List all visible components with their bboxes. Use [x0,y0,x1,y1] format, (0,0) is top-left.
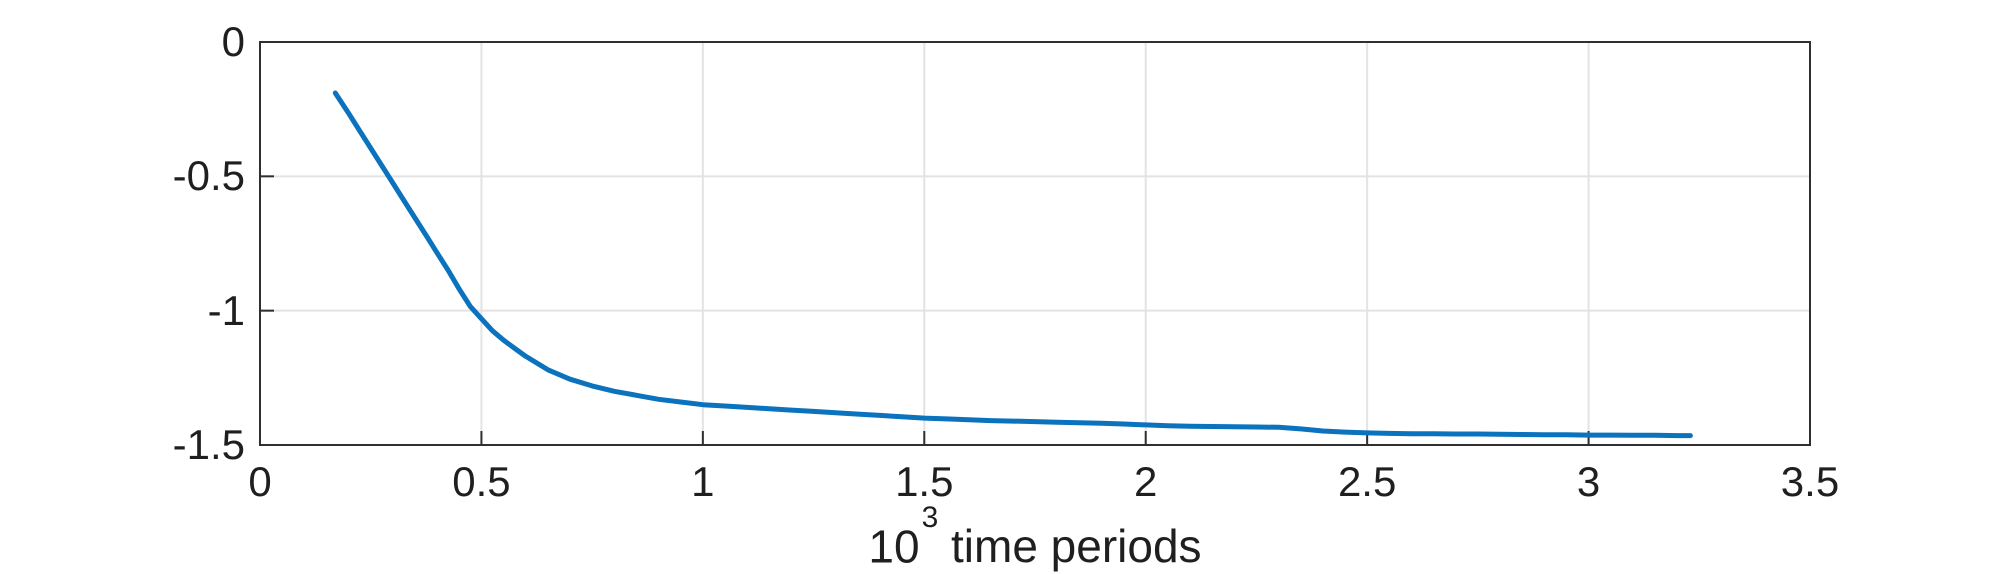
y-tick-label: -0.5 [172,152,245,200]
x-axis-label: 103 time periods [260,503,1810,573]
y-tick-label: -1 [207,286,245,334]
x-axis-label-exponent: 3 [921,501,939,535]
x-tick-label: 2 [1134,458,1158,505]
x-axis-label-base: 10 [868,520,920,573]
y-tick-label: -1.5 [172,421,245,468]
x-tick-label: 1.5 [895,458,954,505]
axes-box [259,41,1811,446]
x-tick-label: 3.5 [1780,458,1840,505]
x-tick-label: 0 [248,458,272,505]
data-line [332,90,1693,439]
x-axis-label-text: time periods [951,520,1202,573]
y-tick-label: 0 [221,18,245,65]
x-tick-label: 3 [1576,458,1601,505]
x-tick-label: 1 [691,458,715,505]
x-tick-label: 2.5 [1337,458,1397,505]
x-tick-label: 0.5 [452,458,511,505]
